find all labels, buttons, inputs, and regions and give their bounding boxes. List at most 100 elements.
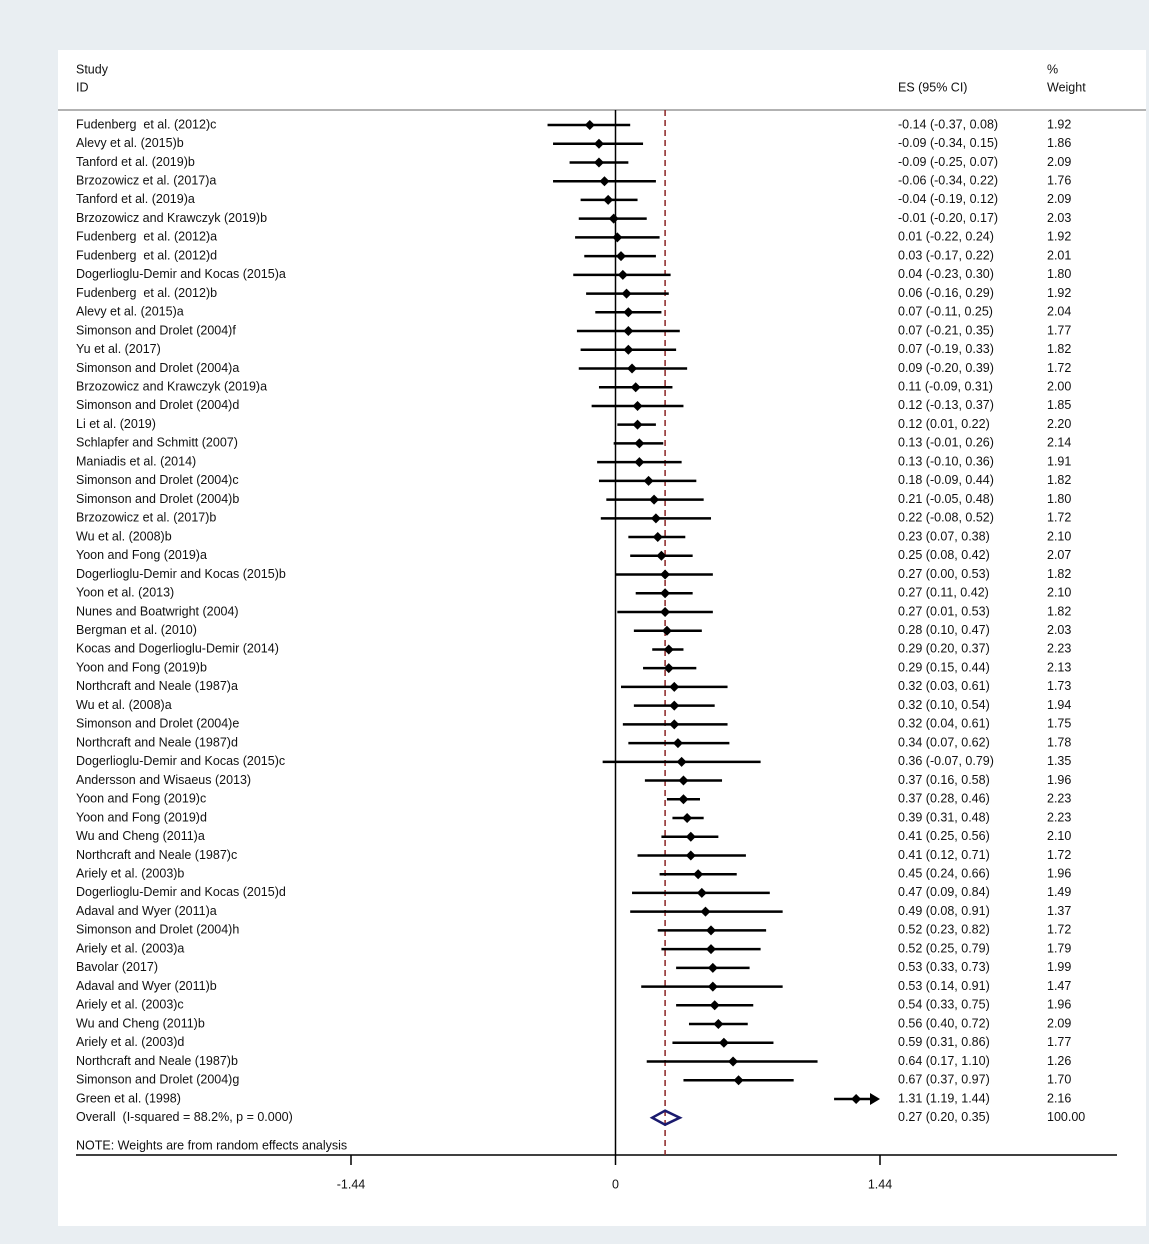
study-label: Fudenberg et al. (2012)d [76, 248, 217, 262]
weight-label: 1.92 [1047, 286, 1071, 300]
effect-marker [663, 663, 674, 674]
weight-label: 1.82 [1047, 604, 1071, 618]
effect-marker [669, 681, 680, 692]
es-ci-label: 0.37 (0.16, 0.58) [898, 773, 990, 787]
study-label: Li et al. (2019) [76, 417, 156, 431]
study-label: Brzozowicz et al. (2017)a [76, 173, 216, 187]
es-ci-label: 0.52 (0.23, 0.82) [898, 923, 990, 937]
weight-label: 1.99 [1047, 960, 1071, 974]
effect-marker [593, 157, 604, 168]
es-ci-label: 0.07 (-0.21, 0.35) [898, 323, 994, 337]
study-label: Northcraft and Neale (1987)b [76, 1054, 238, 1068]
study-label: Nunes and Boatwright (2004) [76, 604, 239, 618]
effect-marker [718, 1037, 729, 1048]
effect-marker [623, 326, 634, 337]
weight-label: 2.09 [1047, 155, 1071, 169]
overall-weight: 100.00 [1047, 1110, 1085, 1124]
effect-marker [685, 831, 696, 842]
effect-marker [660, 588, 671, 599]
weight-label: 2.03 [1047, 211, 1071, 225]
study-label: Simonson and Drolet (2004)g [76, 1073, 239, 1087]
effect-marker [661, 625, 672, 636]
es-ci-label: 0.36 (-0.07, 0.79) [898, 754, 994, 768]
weight-label: 2.09 [1047, 1016, 1071, 1030]
es-ci-label: -0.01 (-0.20, 0.17) [898, 211, 998, 225]
es-ci-label: 0.59 (0.31, 0.86) [898, 1035, 990, 1049]
study-label: Wu and Cheng (2011)a [76, 829, 205, 843]
study-label: Adaval and Wyer (2011)a [76, 904, 217, 918]
study-label: Adaval and Wyer (2011)b [76, 979, 217, 993]
effect-marker [660, 606, 671, 617]
es-ci-label: 0.41 (0.12, 0.71) [898, 848, 990, 862]
study-label: Wu et al. (2008)b [76, 529, 172, 543]
es-ci-label: 0.54 (0.33, 0.75) [898, 998, 990, 1012]
effect-marker [603, 194, 614, 205]
study-label: Wu et al. (2008)a [76, 698, 172, 712]
study-label: Fudenberg et al. (2012)b [76, 286, 217, 300]
es-ci-label: 0.23 (0.07, 0.38) [898, 529, 990, 543]
overall-ci-label: 0.27 (0.20, 0.35) [898, 1110, 990, 1124]
effect-marker [713, 1019, 724, 1030]
effect-marker [709, 1000, 720, 1011]
study-label: Tanford et al. (2019)b [76, 155, 195, 169]
effect-marker [584, 120, 595, 130]
overall-label: Overall (I-squared = 88.2%, p = 0.000) [76, 1110, 293, 1124]
weight-label: 1.77 [1047, 1035, 1071, 1049]
weight-label: 1.76 [1047, 173, 1071, 187]
x-tick-label: 0 [612, 1177, 619, 1191]
weight-label: 2.10 [1047, 529, 1071, 543]
effect-marker [650, 513, 661, 524]
effect-marker [700, 906, 711, 917]
weight-label: 1.35 [1047, 754, 1071, 768]
effect-marker [643, 475, 654, 486]
weight-label: 1.86 [1047, 136, 1071, 150]
ci-arrow [870, 1092, 880, 1105]
effect-marker [733, 1075, 744, 1086]
es-ci-label: 0.06 (-0.16, 0.29) [898, 286, 994, 300]
study-label: Yu et al. (2017) [76, 342, 161, 356]
study-label: Bergman et al. (2010) [76, 623, 197, 637]
es-ci-label: 0.04 (-0.23, 0.30) [898, 267, 994, 281]
weight-label: 1.82 [1047, 567, 1071, 581]
study-label: Northcraft and Neale (1987)c [76, 848, 237, 862]
es-ci-label: 0.07 (-0.11, 0.25) [898, 305, 993, 319]
weight-label: 2.23 [1047, 792, 1071, 806]
weight-label: 2.23 [1047, 642, 1071, 656]
es-ci-label: 0.28 (0.10, 0.47) [898, 623, 990, 637]
effect-marker [851, 1093, 862, 1104]
effect-marker [728, 1056, 739, 1067]
es-ci-label: 0.11 (-0.09, 0.31) [898, 380, 993, 394]
study-label: Simonson and Drolet (2004)a [76, 361, 239, 375]
study-label: Simonson and Drolet (2004)d [76, 398, 239, 412]
weight-label: 1.47 [1047, 979, 1071, 993]
effect-marker [672, 738, 683, 749]
weight-label: 1.82 [1047, 473, 1071, 487]
study-label: Alevy et al. (2015)a [76, 305, 184, 319]
effect-marker [623, 344, 634, 355]
es-ci-label: 0.27 (0.01, 0.53) [898, 604, 990, 618]
es-ci-label: 0.29 (0.15, 0.44) [898, 660, 990, 674]
es-ci-label: -0.14 (-0.37, 0.08) [898, 117, 998, 131]
es-ci-label: 0.07 (-0.19, 0.33) [898, 342, 994, 356]
es-ci-label: 0.32 (0.04, 0.61) [898, 717, 990, 731]
es-ci-label: 0.49 (0.08, 0.91) [898, 904, 990, 918]
study-label: Brzozowicz and Krawczyk (2019)a [76, 380, 267, 394]
effect-marker [707, 962, 718, 973]
effect-marker [678, 775, 689, 786]
study-label: Yoon and Fong (2019)a [76, 548, 207, 562]
effect-marker [693, 869, 704, 880]
study-label: Simonson and Drolet (2004)f [76, 323, 236, 337]
es-ci-label: 0.12 (0.01, 0.22) [898, 417, 990, 431]
weight-label: 2.23 [1047, 810, 1071, 824]
weight-label: 1.92 [1047, 230, 1071, 244]
study-label: Maniadis et al. (2014) [76, 454, 196, 468]
es-ci-label: 0.47 (0.09, 0.84) [898, 885, 990, 899]
es-ci-label: 0.13 (-0.10, 0.36) [898, 454, 994, 468]
es-ci-label: 0.64 (0.17, 1.10) [898, 1054, 990, 1068]
es-ci-label: 0.32 (0.03, 0.61) [898, 679, 990, 693]
study-label: Simonson and Drolet (2004)b [76, 492, 239, 506]
study-label: Bavolar (2017) [76, 960, 158, 974]
study-label: Northcraft and Neale (1987)a [76, 679, 238, 693]
weight-label: 2.16 [1047, 1091, 1071, 1105]
